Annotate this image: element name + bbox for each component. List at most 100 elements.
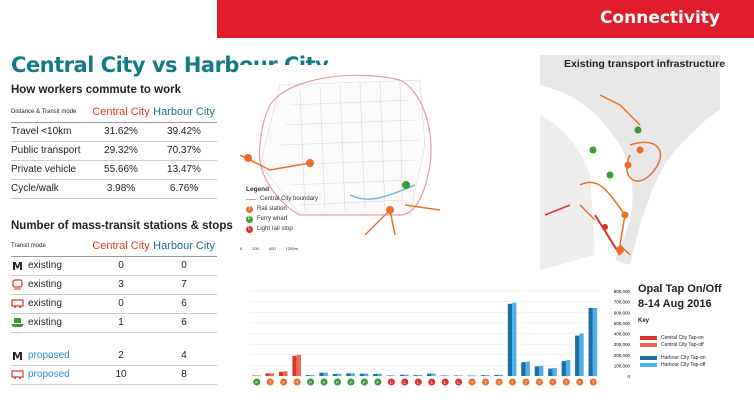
bar-tap-on bbox=[252, 375, 257, 376]
legend-item-lightrail: L Light rail stop bbox=[246, 224, 318, 234]
table-row: proposed 10 8 bbox=[11, 365, 217, 385]
cell-harbour-city: 6 bbox=[151, 294, 217, 314]
key-item-cc-tapon: Central City Tap-on bbox=[640, 335, 704, 341]
y-tick-label: 200,000 bbox=[614, 353, 631, 358]
station-marker-symbol: F bbox=[350, 380, 353, 385]
bar-tap-off bbox=[417, 375, 423, 376]
bar-tap-on bbox=[575, 335, 580, 376]
bar-tap-off bbox=[565, 360, 571, 376]
station-marker-symbol: T bbox=[484, 380, 487, 385]
station-marker bbox=[280, 378, 288, 386]
legend-item-boundary: Central City boundary bbox=[246, 194, 318, 204]
row-label: Travel <10km bbox=[11, 122, 91, 142]
bar-tap-off bbox=[592, 308, 598, 376]
cell-central-city: 10 bbox=[91, 365, 151, 385]
cell-central-city: 29.32% bbox=[91, 141, 151, 161]
cell-harbour-city: 8 bbox=[151, 365, 217, 385]
bar-tap-off bbox=[377, 373, 382, 376]
bar-tap-on bbox=[413, 375, 418, 376]
station-marker bbox=[522, 378, 530, 386]
cell-central-city: 2 bbox=[91, 346, 151, 366]
station-marker bbox=[441, 378, 449, 386]
map-legend: Legend Central City boundary T Rail stati… bbox=[246, 184, 318, 234]
bar-tap-on bbox=[278, 371, 284, 376]
bar-tap-on bbox=[561, 361, 566, 376]
header-banner: Connectivity bbox=[217, 0, 754, 38]
bar-tap-off bbox=[431, 373, 436, 376]
bar-tap-off bbox=[498, 374, 503, 376]
key-item-hc-tapoff: Harbour City Tap-off bbox=[640, 362, 706, 368]
station-marker-symbol: L bbox=[404, 380, 407, 385]
station-marker bbox=[320, 378, 328, 386]
station-marker-symbol: T bbox=[565, 380, 568, 385]
station-marker bbox=[509, 378, 516, 386]
station-marker-symbol: L bbox=[417, 380, 420, 385]
ferry-icon bbox=[11, 317, 28, 328]
cell-harbour-city: 4 bbox=[151, 346, 217, 366]
bar-tap-on bbox=[548, 368, 553, 376]
bar-tap-on bbox=[319, 372, 324, 376]
station-marker-symbol: T bbox=[498, 380, 501, 385]
legend-item-ferry: F Ferry wharf bbox=[246, 215, 288, 223]
station-marker bbox=[455, 378, 463, 386]
bar-tap-off bbox=[296, 354, 302, 376]
commute-table-title: How workers commute to work bbox=[11, 84, 181, 96]
row-label: Public transport bbox=[11, 141, 91, 161]
metro-icon: M bbox=[11, 350, 28, 361]
bar-tap-on bbox=[265, 373, 270, 376]
bar-tap-on bbox=[346, 373, 351, 376]
train-icon bbox=[11, 279, 28, 290]
cell-harbour-city: 6 bbox=[151, 313, 217, 333]
bus-icon bbox=[11, 298, 28, 309]
bar-tap-off bbox=[458, 375, 463, 376]
bar-tap-on bbox=[386, 375, 391, 376]
station-marker bbox=[253, 378, 261, 386]
cell-central-city: 3.98% bbox=[91, 179, 151, 199]
bar-tap-off bbox=[512, 302, 517, 376]
central-city-map bbox=[240, 65, 440, 235]
metro-icon: M bbox=[11, 260, 28, 271]
station-marker bbox=[307, 378, 315, 386]
y-tick-label: 400,000 bbox=[614, 332, 631, 337]
y-tick-label: 0 bbox=[627, 374, 630, 379]
bar-tap-on bbox=[427, 373, 432, 376]
station-marker-symbol: T bbox=[471, 380, 474, 385]
col-header-harbour-city: Harbour City bbox=[151, 103, 217, 123]
table-row: Private vehicle 55.66% 13.47% bbox=[11, 160, 217, 180]
bar-tap-off bbox=[390, 375, 396, 376]
table-row: existing 1 6 bbox=[11, 313, 217, 333]
y-tick-label: 100,000 bbox=[614, 363, 631, 368]
col-header-central-city: Central City bbox=[91, 103, 151, 123]
cell-harbour-city: 70.37% bbox=[151, 141, 217, 161]
bar-tap-off bbox=[364, 373, 369, 376]
station-marker-symbol: L bbox=[390, 380, 393, 385]
cell-harbour-city: 7 bbox=[151, 275, 217, 295]
bar-tap-on bbox=[588, 308, 593, 376]
row-label: existing bbox=[11, 313, 91, 333]
opal-title: Opal Tap On/Off 8-14 Aug 2016 bbox=[638, 283, 722, 310]
row-label: Cycle/walk bbox=[11, 179, 91, 199]
station-marker bbox=[495, 378, 503, 386]
svg-text:M: M bbox=[12, 350, 23, 361]
bar-tap-off bbox=[323, 372, 328, 376]
cell-harbour-city: 6.76% bbox=[151, 179, 217, 199]
svg-text:M: M bbox=[12, 260, 23, 271]
bar-tap-on bbox=[453, 375, 459, 376]
station-marker-symbol: F bbox=[336, 380, 339, 385]
bar-tap-off bbox=[283, 371, 288, 376]
station-marker bbox=[562, 378, 570, 386]
station-marker-symbol: T bbox=[525, 380, 528, 385]
bar-tap-off bbox=[404, 374, 409, 376]
legend-title: Legend bbox=[246, 185, 270, 193]
row-label: proposed bbox=[11, 365, 91, 385]
station-marker bbox=[401, 378, 409, 386]
bar-tap-on bbox=[467, 375, 472, 377]
key-item-cc-tapoff: Central City Tap-off bbox=[640, 342, 704, 348]
station-marker-symbol: T bbox=[538, 380, 541, 385]
station-marker bbox=[360, 378, 368, 386]
col-header-mode: Distance & Transit mode bbox=[11, 103, 91, 123]
station-marker-symbol: T bbox=[552, 380, 555, 385]
map-scale: 0 200 400 1200m bbox=[240, 246, 298, 251]
